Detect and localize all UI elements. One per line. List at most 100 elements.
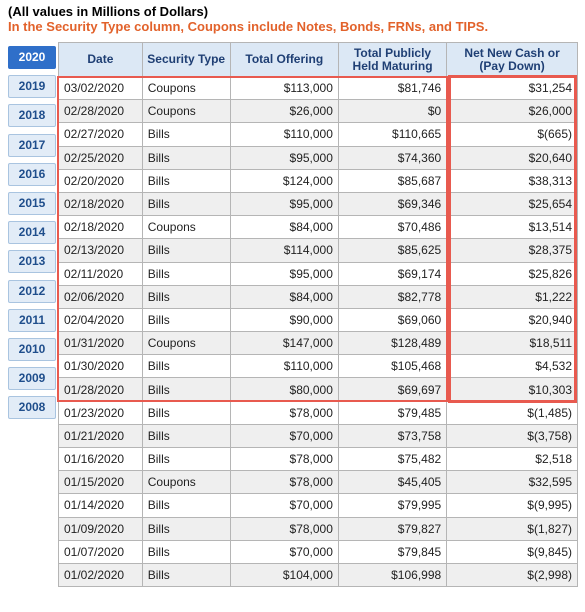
col-date-cell: 02/11/2020 [58, 261, 143, 286]
col-date-cell: 01/16/2020 [58, 446, 143, 472]
col-total-offering-cell: $147,000 [229, 331, 339, 356]
col-total-offering-cell: $113,000 [229, 75, 339, 101]
col-date-cell: 02/18/2020 [58, 191, 143, 217]
col-security-type-cell: Bills [141, 446, 231, 472]
col-date-cell: 01/09/2020 [58, 516, 143, 541]
table-row: 01/07/2020 Bills $70,000 $79,845 $(9,845) [58, 539, 578, 564]
col-date-cell: 01/28/2020 [58, 377, 143, 402]
table-row: 02/04/2020 Bills $90,000 $69,060 $20,940 [58, 307, 578, 333]
col-total-publicly-held-maturing-cell: $79,845 [337, 539, 448, 564]
col-total-publicly-held-maturing-cell: $105,468 [337, 354, 448, 379]
col-security-type-cell: Bills [141, 145, 231, 170]
col-total-offering-header: Total Offering [229, 42, 339, 77]
table-row: 02/27/2020 Bills $110,000 $110,665 $(665) [58, 122, 578, 147]
col-net-new-cash-cell: $4,532 [446, 354, 578, 379]
col-security-type-cell: Coupons [141, 99, 231, 124]
year-tab-2011[interactable]: 2011 [8, 308, 56, 332]
col-security-type-cell: Coupons [141, 215, 231, 240]
col-total-offering-cell: $80,000 [229, 377, 339, 402]
col-total-offering-cell: $78,000 [229, 400, 339, 425]
col-total-offering-cell: $70,000 [229, 539, 339, 564]
col-security-type-cell: Bills [141, 307, 231, 333]
col-security-type-cell: Bills [141, 354, 231, 379]
table-row: 01/30/2020 Bills $110,000 $105,468 $4,532 [58, 354, 578, 379]
table-row: 02/06/2020 Bills $84,000 $82,778 $1,222 [58, 284, 578, 309]
col-total-publicly-held-maturing-cell: $79,485 [337, 400, 448, 425]
year-tab-2015[interactable]: 2015 [8, 191, 56, 215]
col-date-cell: 02/18/2020 [58, 215, 143, 240]
col-date-cell: 02/27/2020 [58, 122, 143, 147]
col-security-type-cell: Bills [141, 516, 231, 541]
year-tab-2012[interactable]: 2012 [8, 279, 56, 303]
col-net-new-cash-cell: $20,940 [446, 307, 578, 333]
col-total-offering-cell: $95,000 [229, 145, 339, 170]
col-net-new-cash-cell: $13,514 [446, 215, 578, 240]
col-date-cell: 02/20/2020 [58, 168, 143, 193]
col-date-cell: 02/06/2020 [58, 284, 143, 309]
col-total-offering-cell: $84,000 [229, 284, 339, 309]
table-row: 01/28/2020 Bills $80,000 $69,697 $10,303 [58, 377, 578, 402]
col-security-type-cell: Bills [141, 423, 231, 449]
table-row: 01/14/2020 Bills $70,000 $79,995 $(9,995) [58, 493, 578, 518]
col-net-new-cash-cell: $(9,995) [446, 493, 578, 518]
table-row: 02/13/2020 Bills $114,000 $85,625 $28,375 [58, 238, 578, 263]
col-date-cell: 01/02/2020 [58, 562, 143, 588]
col-security-type-cell: Bills [141, 493, 231, 518]
col-total-publicly-held-maturing-cell: $82,778 [337, 284, 448, 309]
table-row: 03/02/2020 Coupons $113,000 $81,746 $31,254 [58, 75, 578, 101]
col-net-new-cash-cell: $(3,758) [446, 423, 578, 449]
col-security-type-cell: Coupons [141, 75, 231, 101]
table-header-row: Date Security Type Total Offering Total Pub… [58, 42, 578, 77]
col-security-type-cell: Bills [141, 539, 231, 564]
col-total-offering-cell: $124,000 [229, 168, 339, 193]
year-tab-2018[interactable]: 2018 [8, 104, 56, 128]
col-net-new-cash-cell: $(1,827) [446, 516, 578, 541]
col-total-publicly-held-maturing-cell: $106,998 [337, 562, 448, 588]
col-date-cell: 01/30/2020 [58, 354, 143, 379]
year-tab-2009[interactable]: 2009 [8, 367, 56, 391]
col-date-cell: 01/23/2020 [58, 400, 143, 425]
table-row: 01/15/2020 Coupons $78,000 $45,405 $32,595 [58, 470, 578, 495]
year-tab-2017[interactable]: 2017 [8, 133, 56, 157]
col-net-new-cash-cell: $(1,485) [446, 400, 578, 425]
year-tab-2013[interactable]: 2013 [8, 250, 56, 274]
col-net-new-cash-cell: $(2,998) [446, 562, 578, 588]
col-total-publicly-held-maturing-cell: $69,346 [337, 191, 448, 217]
col-security-type-cell: Bills [141, 191, 231, 217]
col-total-offering-cell: $114,000 [229, 238, 339, 263]
year-tab-2019[interactable]: 2019 [8, 75, 56, 99]
col-total-offering-cell: $78,000 [229, 446, 339, 472]
year-tab-2008[interactable]: 2008 [8, 396, 56, 420]
col-total-offering-cell: $95,000 [229, 191, 339, 217]
col-date-cell: 02/13/2020 [58, 238, 143, 263]
year-tab-2014[interactable]: 2014 [8, 221, 56, 245]
col-security-type-cell: Bills [141, 284, 231, 309]
col-security-type-cell: Coupons [141, 331, 231, 356]
col-total-publicly-held-maturing-cell: $79,827 [337, 516, 448, 541]
col-total-publicly-held-maturing-cell: $45,405 [337, 470, 448, 495]
col-total-publicly-held-maturing-header: Total Publicly Held Maturing [337, 42, 448, 77]
table-row: 01/09/2020 Bills $78,000 $79,827 $(1,827) [58, 516, 578, 541]
year-tab-2020[interactable]: 2020 [8, 46, 56, 69]
year-tab-2010[interactable]: 2010 [8, 337, 56, 361]
col-security-type-cell: Bills [141, 377, 231, 402]
col-net-new-cash-cell: $1,222 [446, 284, 578, 309]
col-date-cell: 01/31/2020 [58, 331, 143, 356]
year-tab-2016[interactable]: 2016 [8, 162, 56, 186]
year-tabs: 2020 2019 2018 2017 2016 2015 2014 2013 2012 2011… [8, 46, 58, 425]
col-total-publicly-held-maturing-cell: $69,174 [337, 261, 448, 286]
col-total-publicly-held-maturing-cell: $70,486 [337, 215, 448, 240]
col-total-publicly-held-maturing-cell: $79,995 [337, 493, 448, 518]
col-net-new-cash-header: Net New Cash or (Pay Down) [446, 42, 578, 77]
table-row: 02/18/2020 Bills $95,000 $69,346 $25,654 [58, 191, 578, 217]
table-row: 02/18/2020 Coupons $84,000 $70,486 $13,514 [58, 215, 578, 240]
col-total-publicly-held-maturing-cell: $69,060 [337, 307, 448, 333]
col-total-offering-cell: $84,000 [229, 215, 339, 240]
col-net-new-cash-cell: $(665) [446, 122, 578, 147]
col-net-new-cash-cell: $(9,845) [446, 539, 578, 564]
coupons-note: In the Security Type column, Coupons inc… [8, 19, 489, 34]
col-total-offering-cell: $90,000 [229, 307, 339, 333]
col-net-new-cash-cell: $25,654 [446, 191, 578, 217]
table-row: 02/20/2020 Bills $124,000 $85,687 $38,313 [58, 168, 578, 193]
col-net-new-cash-cell: $26,000 [446, 99, 578, 124]
